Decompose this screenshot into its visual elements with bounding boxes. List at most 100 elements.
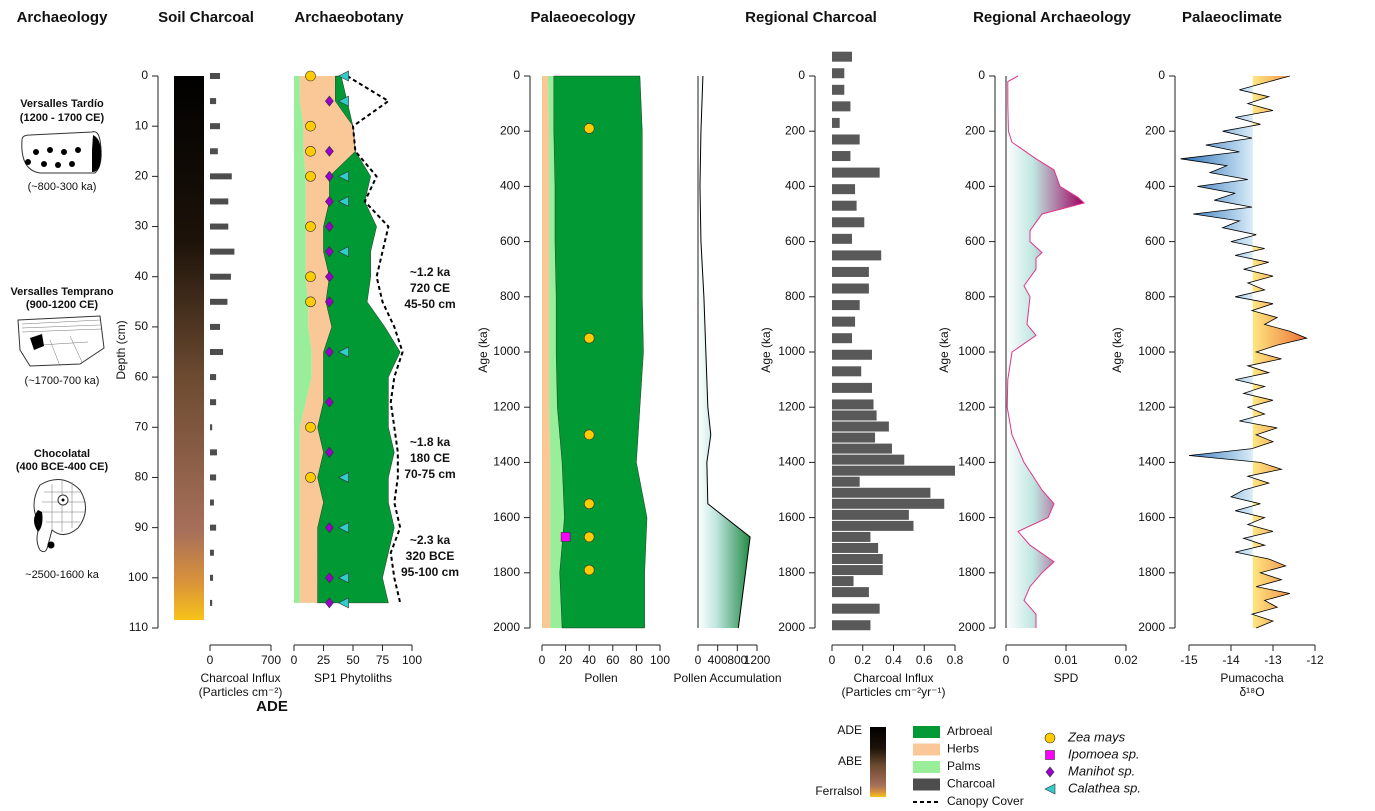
marker — [325, 145, 334, 157]
bar — [832, 498, 945, 509]
x-tick-label: 25 — [317, 653, 331, 667]
y-tick-label: 600 — [965, 234, 985, 248]
bar — [832, 410, 877, 421]
x-tick-label: 100 — [402, 653, 422, 667]
marker — [305, 70, 316, 82]
marker — [583, 564, 595, 576]
x-tick-label: 20 — [559, 653, 573, 667]
y-axis-label: Age (ka) — [759, 327, 773, 372]
marker — [1045, 750, 1055, 760]
x-tick-label: 100 — [650, 653, 670, 667]
y-tick-label: 200 — [1145, 123, 1165, 137]
bar — [832, 421, 889, 432]
bar — [832, 587, 869, 598]
y-tick-label: 1400 — [1138, 455, 1165, 469]
x-tick-label: 0 — [695, 653, 702, 667]
x-axis-label: (Particles cm⁻²yr⁻¹) — [842, 685, 946, 699]
x-tick-label: -13 — [1264, 653, 1282, 667]
y-tick-label: 1800 — [493, 565, 520, 579]
bar — [210, 198, 229, 205]
marker — [337, 195, 349, 207]
marker — [325, 296, 334, 308]
annotation: 70-75 cm — [404, 467, 455, 481]
archaeology-column: Archaeology Versalles Tardío (1200 - 170… — [10, 9, 113, 581]
bar — [832, 117, 840, 128]
x-tick-label: 400 — [708, 653, 728, 667]
x-tick-label: 1200 — [744, 653, 771, 667]
marker — [305, 271, 316, 283]
y-tick-label: 1800 — [778, 565, 805, 579]
bar — [832, 465, 955, 476]
y-tick-label: 40 — [135, 269, 149, 283]
legend-swatch — [913, 761, 940, 773]
bar — [832, 366, 862, 377]
y-tick-label: 1200 — [1138, 399, 1165, 413]
y-tick-label: 0 — [798, 68, 805, 82]
isotope-line — [1180, 75, 1308, 629]
phase-period: (1200 - 1700 CE) — [20, 112, 105, 124]
y-tick-label: 800 — [500, 289, 520, 303]
marker — [325, 170, 334, 182]
marker — [583, 429, 595, 441]
bar — [832, 476, 860, 487]
x-tick-label: 0.8 — [947, 653, 964, 667]
panel-title: Palaeoclimate — [1182, 9, 1282, 26]
legend-label: Manihot sp. — [1068, 763, 1135, 778]
y-tick-label: 200 — [500, 123, 520, 137]
bar — [832, 443, 892, 454]
y-tick-label: 1600 — [778, 510, 805, 524]
y-tick-label: 1600 — [958, 510, 985, 524]
bar — [210, 549, 214, 556]
marker — [337, 597, 349, 609]
bar — [832, 167, 880, 178]
x-tick-label: 0 — [829, 653, 836, 667]
soil-colour-column — [174, 76, 204, 620]
marker — [305, 171, 316, 182]
phase-name: Versalles Tardío — [20, 98, 104, 110]
bar — [210, 298, 228, 305]
y-tick-label: 0 — [513, 68, 520, 82]
x-tick-label: 0.4 — [885, 653, 902, 667]
bar — [210, 248, 235, 255]
y-axis-label: Age (ka) — [937, 327, 951, 372]
y-tick-label: 400 — [965, 179, 985, 193]
bar — [210, 323, 221, 330]
anomaly-fill — [1180, 86, 1253, 615]
x-tick-label: 50 — [346, 653, 360, 667]
bar — [210, 349, 224, 355]
phase-name: Chocolatal — [34, 448, 90, 460]
bar — [832, 250, 882, 261]
bar — [832, 84, 845, 95]
bar — [832, 233, 852, 244]
x-tick-label: 0 — [291, 653, 298, 667]
y-tick-label: 1200 — [493, 399, 520, 413]
marker — [305, 120, 316, 132]
area-line — [1006, 75, 1086, 628]
marker — [560, 532, 571, 542]
marker — [325, 396, 334, 408]
legend-label: Canopy Cover — [947, 794, 1024, 808]
marker — [305, 472, 316, 483]
y-tick-label: 0 — [141, 68, 148, 82]
phase-period: (400 BCE-400 CE) — [16, 461, 109, 473]
x-tick-label: 0.01 — [1054, 653, 1078, 667]
marker — [583, 531, 595, 543]
x-tick-label: 75 — [376, 653, 390, 667]
marker — [325, 522, 334, 534]
phase-age: (~800-300 ka) — [28, 181, 97, 193]
marker — [337, 471, 349, 483]
panel-title: Archaeology — [17, 9, 109, 26]
stacked-area — [542, 76, 551, 628]
y-axis-label: Depth (cm) — [114, 320, 128, 379]
bar — [210, 173, 232, 180]
bar — [832, 432, 876, 443]
marker — [583, 332, 595, 344]
bar — [210, 374, 217, 381]
stacked-area — [299, 76, 356, 603]
bar — [832, 300, 860, 311]
y-tick-label: 110 — [129, 620, 148, 634]
marker — [325, 221, 334, 233]
x-tick-label: 40 — [583, 653, 597, 667]
bar — [832, 68, 845, 79]
